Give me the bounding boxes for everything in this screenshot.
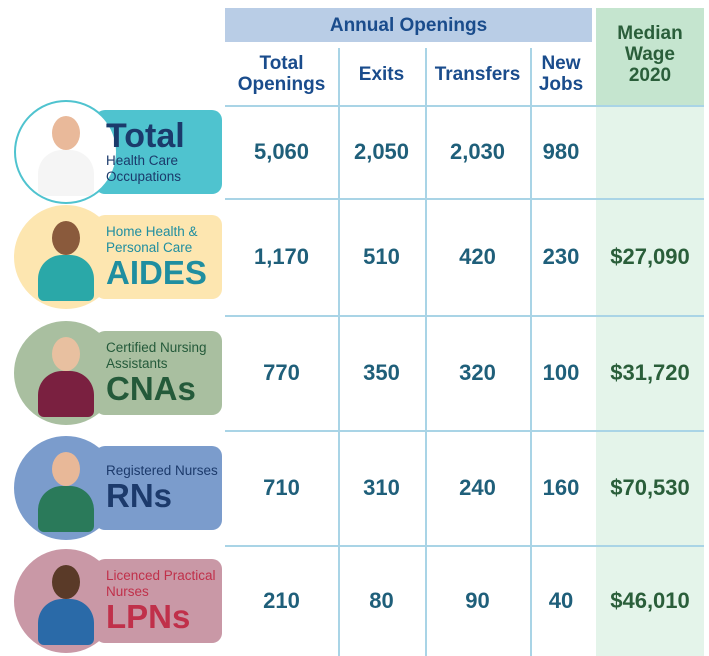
column-header: New Jobs [530,46,592,102]
column-header-line: Wage [625,43,675,65]
wage-header-band [596,8,704,105]
label-text: Registered Nurses RNs [106,450,222,526]
wage-value: $31,720 [610,359,690,385]
grid-line [225,315,704,317]
grid-line [225,430,704,432]
openings-value: 40 [548,587,574,613]
illustration-body [38,149,94,196]
openings-value: 320 [459,359,496,385]
column-header: Exits [338,46,425,102]
label-big: LPNs [106,597,191,635]
grid-line [225,105,704,107]
openings-value: 240 [459,474,496,500]
openings-value: 230 [542,243,580,269]
column-header-line: Jobs [538,74,584,95]
openings-value: 90 [465,587,490,613]
column-header-line: Total [259,53,304,74]
column-header-line: New [541,53,581,74]
openings-value: 350 [363,359,400,385]
label-big: Total [106,116,185,155]
openings-value: 2,030 [449,138,506,164]
label-text: Home Health & Personal Care AIDES [106,219,222,295]
illustration-head [52,564,80,599]
wage-value: $46,010 [610,587,690,613]
illustration-body [38,598,94,645]
label-big: RNs [106,476,173,514]
grid-line [338,48,340,656]
grid-line [530,48,532,656]
illustration-head [52,451,80,486]
label-small: Certified Nursing Assistants [106,339,207,371]
illustration-head [52,115,80,150]
label-text: Total Health Care Occupations [106,114,222,190]
label-small: Registered Nurses [106,462,218,478]
openings-value: 5,060 [253,138,310,164]
wage-value: $70,530 [610,474,690,500]
column-header-line: Exits [358,63,405,85]
illustration-head [52,336,80,371]
column-header: Median Wage 2020 [596,14,704,94]
openings-value: 2,050 [353,138,410,164]
column-header-line: 2020 [628,64,672,86]
openings-value: 160 [542,474,580,500]
openings-value: 210 [263,587,300,613]
label-small: Licenced Practical Nurses [106,567,216,599]
column-header-line: Median [617,22,683,44]
wage-value: $27,090 [610,243,690,269]
openings-value: 310 [363,474,400,500]
openings-value: 770 [263,359,300,385]
illustration-body [38,370,94,417]
illustration-body [38,254,94,301]
label-text: Licenced Practical Nurses LPNs [106,563,222,639]
illustration-head [52,220,80,255]
openings-value: 510 [363,243,400,269]
label-small: Home Health & Personal Care [106,223,198,255]
grid-line [225,198,704,200]
column-header-line: Openings [237,74,326,95]
openings-value: 80 [369,587,394,613]
column-header: Transfers [425,46,530,102]
group-header-band [225,8,592,42]
openings-value: 100 [542,359,580,385]
column-header-line: Transfers [434,63,521,85]
grid-line [425,48,427,656]
openings-value: 420 [459,243,496,269]
grid-line [225,545,704,547]
openings-value: 1,170 [253,243,310,269]
illustration-body [38,485,94,532]
label-small: Health Care Occupations [106,152,182,184]
group-header: Annual Openings [329,14,488,36]
label-big: AIDES [106,253,207,291]
openings-value: 710 [263,474,300,500]
wage-column-band [596,105,704,656]
label-big: CNAs [106,369,196,407]
openings-value: 980 [542,138,580,164]
label-text: Certified Nursing Assistants CNAs [106,335,222,411]
column-header: Total Openings [225,46,338,102]
